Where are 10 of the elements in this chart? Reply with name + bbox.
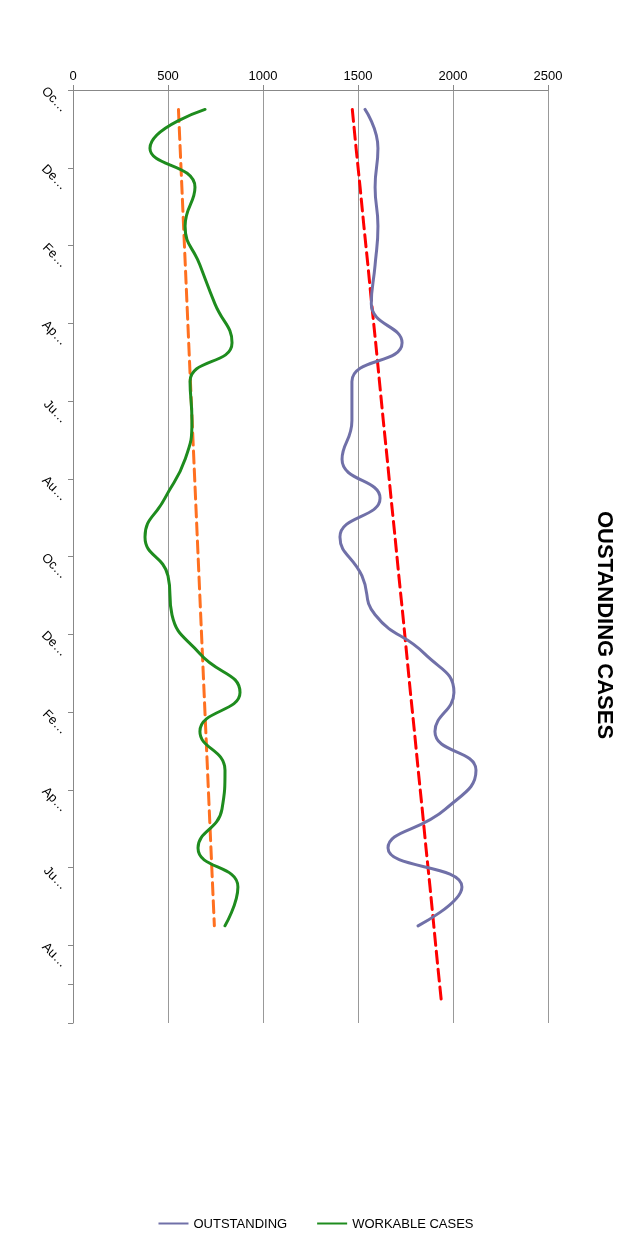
x-tick-label: 2000	[438, 68, 468, 83]
y-tick-label: Ju…	[40, 862, 71, 893]
text: OUSTANDING CASES	[592, 510, 618, 740]
x-tick-label: 500	[157, 68, 179, 83]
legend-label: WORKABLE CASES	[352, 1216, 474, 1231]
x-tick-label: 1000	[248, 68, 278, 83]
x-tick-label: 0	[69, 68, 77, 83]
legend-label: OUTSTANDING	[193, 1216, 288, 1231]
x-tick-label: 1500	[343, 68, 373, 83]
x-tick-label: 2500	[533, 68, 563, 83]
